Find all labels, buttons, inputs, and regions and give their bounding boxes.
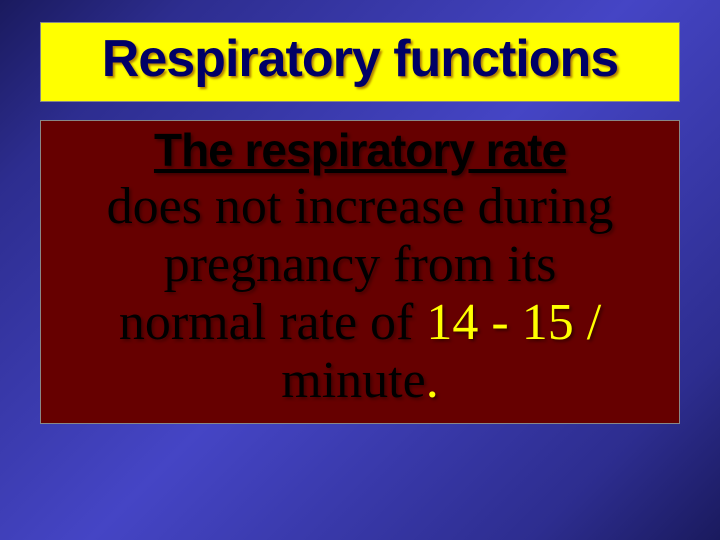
body-subheading: The respiratory rate: [63, 125, 657, 176]
body-text: does not increase during pregnancy from …: [63, 178, 657, 411]
body-line-2: pregnancy from its: [164, 236, 557, 293]
body-line-1: does not increase during: [107, 178, 614, 235]
body-box: The respiratory rate does not increase d…: [40, 120, 680, 424]
body-line-4a: minute: [281, 352, 425, 409]
slide-title: Respiratory functions: [51, 29, 669, 89]
body-line-4-highlight: .: [426, 352, 439, 409]
title-box: Respiratory functions: [40, 22, 680, 102]
body-line-3a: normal rate of: [119, 294, 427, 351]
slide: Respiratory functions The respiratory ra…: [0, 0, 720, 540]
body-line-3-highlight: 14 - 15 /: [426, 294, 601, 351]
